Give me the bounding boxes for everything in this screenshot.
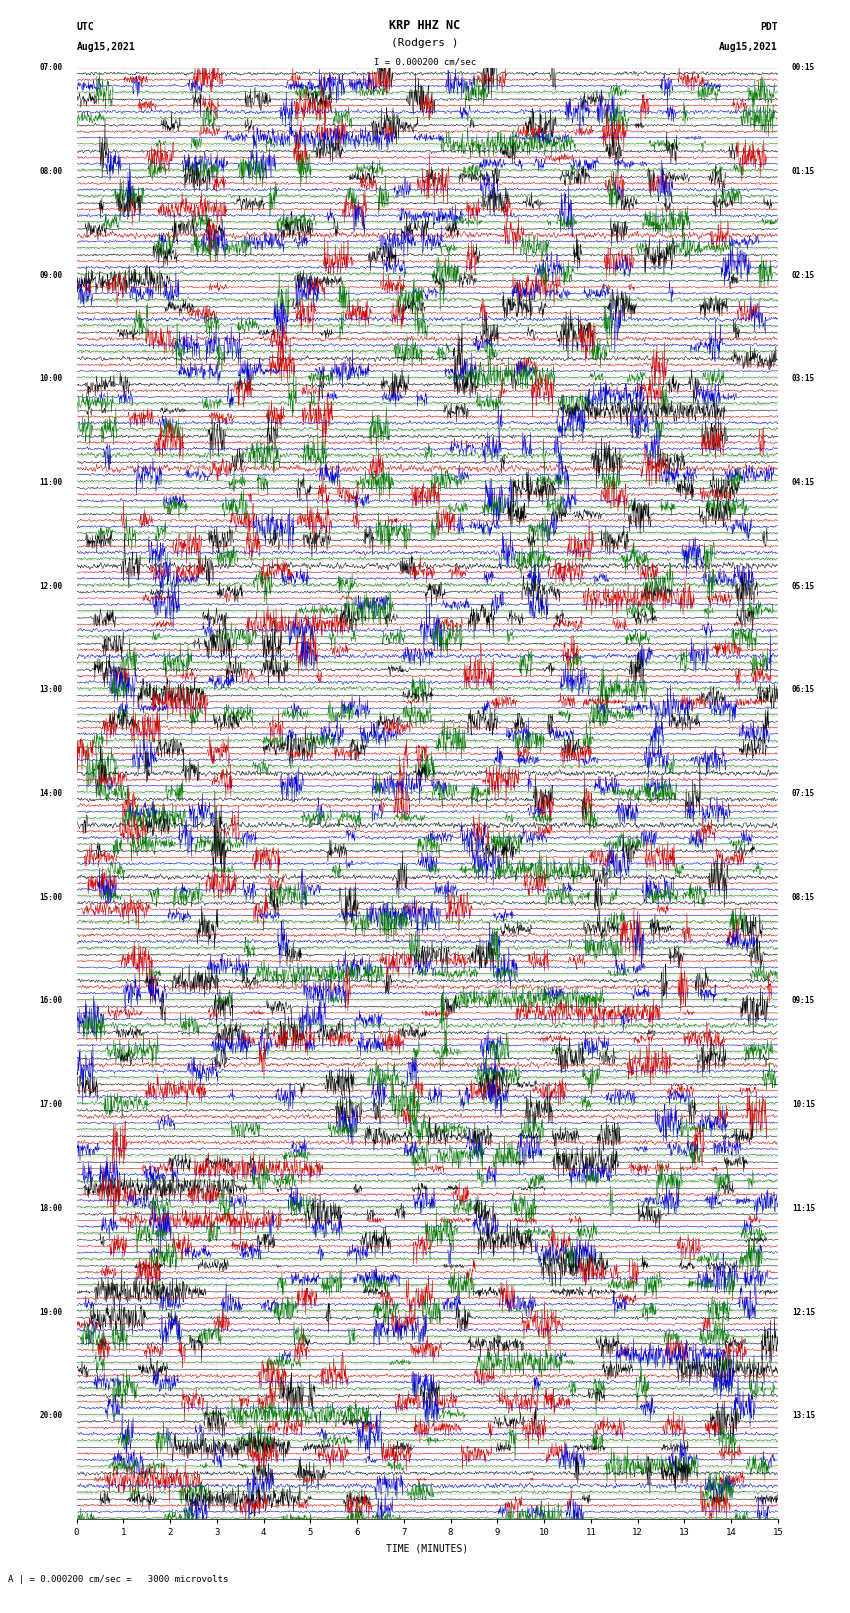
Text: 08:00: 08:00 <box>39 166 63 176</box>
Text: 20:00: 20:00 <box>39 1411 63 1421</box>
Text: 11:00: 11:00 <box>39 477 63 487</box>
Text: PDT: PDT <box>760 23 778 32</box>
Text: UTC: UTC <box>76 23 94 32</box>
Text: 13:00: 13:00 <box>39 686 63 695</box>
Text: 11:15: 11:15 <box>791 1203 815 1213</box>
Text: 02:15: 02:15 <box>791 271 815 279</box>
Text: 04:15: 04:15 <box>791 477 815 487</box>
Text: A | = 0.000200 cm/sec =   3000 microvolts: A | = 0.000200 cm/sec = 3000 microvolts <box>8 1574 229 1584</box>
Text: 15:00: 15:00 <box>39 892 63 902</box>
X-axis label: TIME (MINUTES): TIME (MINUTES) <box>386 1544 468 1553</box>
Text: 10:00: 10:00 <box>39 374 63 384</box>
Text: 06:15: 06:15 <box>791 686 815 695</box>
Text: 07:00: 07:00 <box>39 63 63 73</box>
Text: 10:15: 10:15 <box>791 1100 815 1110</box>
Text: 12:00: 12:00 <box>39 582 63 590</box>
Text: 13:15: 13:15 <box>791 1411 815 1421</box>
Text: 01:15: 01:15 <box>791 166 815 176</box>
Text: 19:00: 19:00 <box>39 1308 63 1316</box>
Text: 00:15: 00:15 <box>791 63 815 73</box>
Text: 17:00: 17:00 <box>39 1100 63 1110</box>
Text: 08:15: 08:15 <box>791 892 815 902</box>
Text: KRP HHZ NC: KRP HHZ NC <box>389 19 461 32</box>
Text: I = 0.000200 cm/sec: I = 0.000200 cm/sec <box>374 56 476 66</box>
Text: (Rodgers ): (Rodgers ) <box>391 39 459 48</box>
Text: 16:00: 16:00 <box>39 997 63 1005</box>
Text: 12:15: 12:15 <box>791 1308 815 1316</box>
Text: 07:15: 07:15 <box>791 789 815 798</box>
Text: 09:15: 09:15 <box>791 997 815 1005</box>
Text: 05:15: 05:15 <box>791 582 815 590</box>
Text: 14:00: 14:00 <box>39 789 63 798</box>
Text: 18:00: 18:00 <box>39 1203 63 1213</box>
Text: Aug15,2021: Aug15,2021 <box>76 42 135 52</box>
Text: Aug15,2021: Aug15,2021 <box>719 42 778 52</box>
Text: 09:00: 09:00 <box>39 271 63 279</box>
Text: 03:15: 03:15 <box>791 374 815 384</box>
